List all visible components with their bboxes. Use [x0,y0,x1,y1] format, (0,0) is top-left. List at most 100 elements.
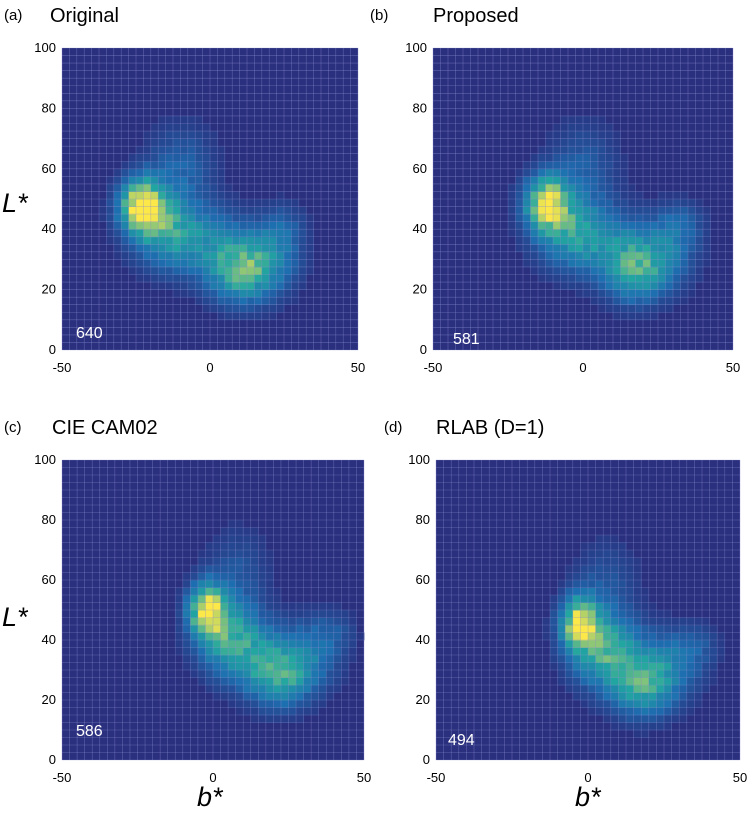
heatmap-cell [265,655,274,663]
heatmap-cell [121,229,129,238]
heatmap-cell [235,572,244,581]
heatmap-cell [650,312,659,321]
heatmap-cell [557,580,566,588]
heatmap-cell [224,199,233,207]
heatmap-cell [688,214,696,223]
heatmap-cell [530,191,539,200]
heatmap-cell [650,297,659,306]
heatmap-cell [250,610,259,618]
heatmap-cell [545,259,554,268]
heatmap-cell [572,580,581,588]
heatmap-cell [269,282,277,290]
heatmap-cell [254,282,263,290]
heatmap-cell [603,557,612,566]
heatmap-cell [635,289,644,298]
heatmap-cell [136,183,144,192]
heatmap-cell [595,557,604,566]
heatmap-cell [628,266,636,275]
heatmap-cell [572,557,581,566]
heatmap-cell [702,677,710,686]
heatmap-cell [311,677,320,686]
heatmap-cell [254,229,263,238]
heatmap-cell [658,191,666,200]
heatmap-cell [213,662,221,671]
heatmap-cell [648,692,657,701]
heatmap-cell [648,677,657,686]
heatmap-cell [333,685,342,693]
heatmap-cell [269,221,277,230]
heatmap-cell [679,700,688,708]
heatmap-cell [265,677,274,686]
heatmap-cell [213,565,221,573]
heatmap-cell [572,655,581,663]
heatmap-cell [588,700,596,708]
heatmap-cell [187,229,196,238]
heatmap-cell [635,229,644,238]
heatmap-cell [190,565,199,573]
heatmap-cell [626,550,634,558]
heatmap-cell [688,199,696,207]
heatmap-cell [175,647,184,656]
heatmap-cell [626,572,634,581]
heatmap-cell [239,244,248,253]
heatmap-cell [673,244,681,253]
heatmap-cell [202,289,211,298]
heatmap-cell [508,183,516,192]
heatmap-cell [515,236,524,245]
heatmap-cell [224,259,233,268]
x-tick-label: 0 [206,360,213,375]
heatmap-cell [648,625,657,633]
heatmap-cell [235,655,244,663]
heatmap-cell [205,640,214,648]
heatmap-cell [598,168,606,177]
heatmap-cell [605,244,614,253]
heatmap-cell [568,229,576,238]
heatmap-cell [306,214,314,223]
heatmap-cell [603,715,612,723]
y-tick-label: 40 [416,632,430,647]
heatmap-cell [572,587,581,596]
heatmap-cell [220,632,229,641]
heatmap-cell [583,289,591,298]
heatmap-cell [575,161,584,170]
heatmap-cell [280,655,289,663]
heatmap-cell [235,700,244,708]
heatmap-cell [665,274,674,283]
heatmap-cell [296,602,304,611]
heatmap-cell [650,251,659,260]
heatmap-cell [688,274,696,283]
heatmap-cell [326,647,335,656]
heatmap-cell [605,199,614,207]
heatmap-cell [243,647,252,656]
heatmap-cell [210,244,218,253]
heatmap-cell [158,161,166,170]
heatmap-cell [595,662,604,671]
heatmap-cell [588,587,596,596]
heatmap-cell [235,602,244,611]
heatmap-cell [572,685,581,693]
heatmap-cell [220,557,229,566]
heatmap-cell [288,647,297,656]
heatmap-cell [106,229,115,238]
heatmap-cell [568,206,576,215]
heatmap-cell [182,655,191,663]
heatmap-cell [173,153,181,162]
heatmap-cell [217,282,226,290]
heatmap-cell [598,138,606,147]
y-tick-label: 80 [42,100,56,115]
heatmap-cell [213,655,221,663]
heatmap-cell [356,632,365,641]
heatmap-cell [598,282,606,290]
heatmap-cell [202,259,211,268]
heatmap-cell [703,251,711,260]
heatmap-cell [568,138,576,147]
heatmap-cell [613,244,621,253]
heatmap-cell [173,282,181,290]
heatmap-cell [626,557,634,566]
heatmap-cell [280,707,289,716]
heatmap-cell [618,700,627,708]
heatmap-cell [265,595,274,603]
panel-d-count: 494 [448,732,475,749]
heatmap-cell [641,595,650,603]
heatmap-cell [311,655,320,663]
